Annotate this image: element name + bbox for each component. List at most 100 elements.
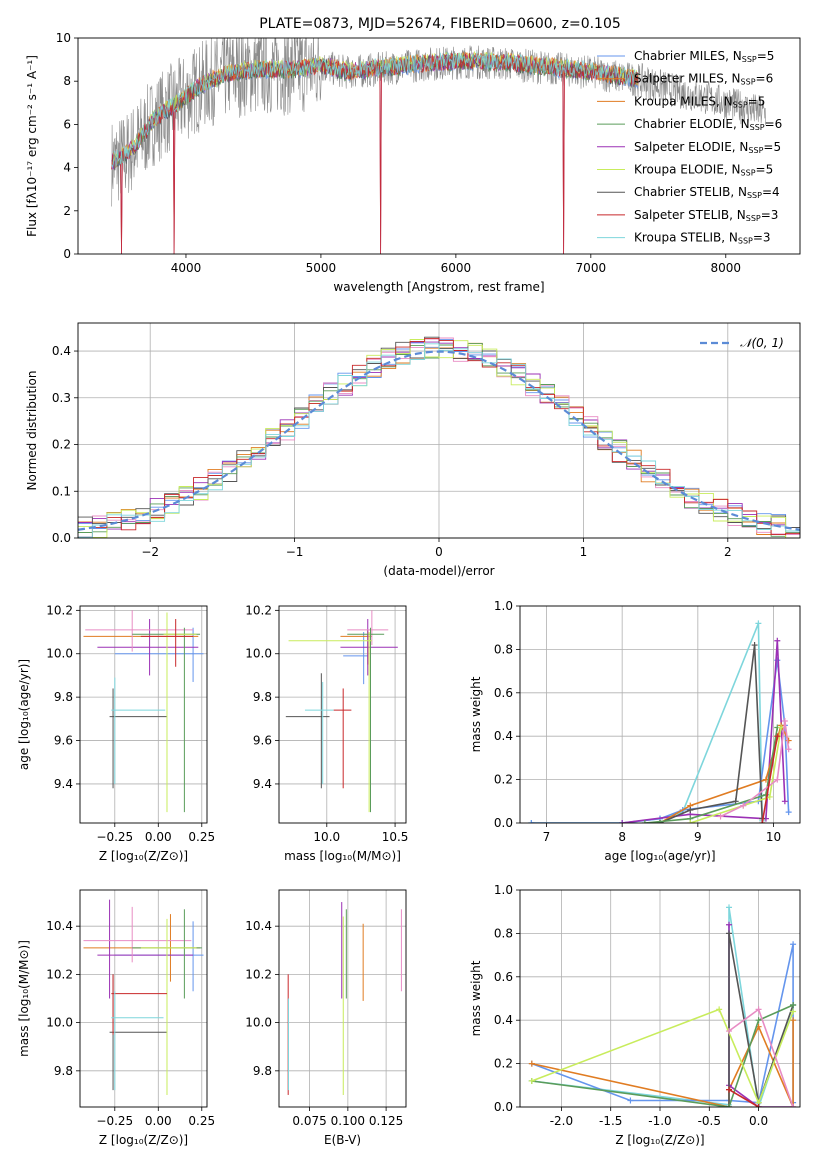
- weight-marker: [726, 1086, 733, 1093]
- y-tick-label: 0.6: [494, 970, 513, 984]
- histogram-series: [78, 338, 800, 538]
- weight-marker: [790, 1017, 797, 1024]
- weight-marker: [755, 620, 762, 627]
- weight-marker: [641, 820, 648, 823]
- weight-marker: [785, 746, 792, 753]
- y-tick-label: 0.4: [494, 729, 513, 743]
- weight-line: [531, 1020, 794, 1107]
- y-tick-label: 0.2: [52, 438, 71, 452]
- weight-marker: [627, 1097, 634, 1104]
- frame-age_vs_Z: −0.25 0.00 0.25 9.4 9.6 9.8 10.0 10.2 Z [log₁₀(Z…: [17, 603, 215, 863]
- y-tick-label: 0.8: [494, 926, 513, 940]
- weight-line: [531, 1008, 794, 1105]
- y-tick-label: 0.2: [494, 773, 513, 787]
- weight-marker: [778, 724, 785, 731]
- weight-marker: [751, 642, 758, 649]
- frame-age_vs_mass: 10.0 10.5 9.4 9.6 9.8 10.0 10.2 mass [log₁₀(M/M…: [245, 603, 408, 863]
- axes-residuals: −2 −1 0 1 2 0.0 0.1 0.2 0.3 0.4 (data-model)/error…: [25, 322, 801, 578]
- y-tick-label: 9.6: [54, 734, 73, 748]
- y-tick-label: 10.2: [245, 603, 272, 617]
- x-tick-label: 7: [543, 830, 551, 844]
- legend-label: Chabrier STELIB, NSSP=4: [634, 185, 780, 200]
- plot-area-age_vs_mass: [285, 610, 398, 813]
- weight-marker: [755, 1006, 762, 1013]
- frame-spectrum: 4000 5000 6000 7000 8000 0 2 4 6 8 10 wavelength [A…: [25, 31, 801, 294]
- weight-marker: [774, 776, 781, 783]
- y-tick-label: 0: [63, 247, 71, 261]
- x-tick-label: 9: [694, 830, 702, 844]
- weight-marker: [790, 1008, 797, 1015]
- plot-area-age_vs_Z: [83, 610, 204, 813]
- weight-marker: [732, 798, 739, 805]
- legend-label: Kroupa MILES, NSSP=5: [634, 94, 765, 109]
- x-tick-label: 10.0: [313, 830, 340, 844]
- x-axis-label: Z [log₁₀(Z/Z⊙)]: [99, 1133, 188, 1147]
- frame-weight_vs_age: 7 8 9 10 0.0 0.2 0.4 0.6 0.8 1.0 age [log₁₀(age/yr…: [469, 599, 801, 863]
- x-tick-label: 8: [618, 830, 626, 844]
- figure-title: PLATE=0873, MJD=52674, FIBERID=0600, z=0…: [259, 16, 621, 32]
- x-tick-label: −0.25: [96, 830, 133, 844]
- weight-marker: [785, 737, 792, 744]
- y-tick-label: 1.0: [494, 599, 513, 613]
- x-tick-label: 6000: [441, 261, 472, 275]
- y-tick-label: 10.0: [46, 1016, 73, 1030]
- y-tick-label: 9.4: [253, 777, 272, 791]
- y-tick-label: 10.2: [245, 967, 272, 981]
- y-tick-label: 8: [63, 74, 71, 88]
- x-tick-label: 0.075: [292, 1114, 326, 1128]
- axes-mass_vs_ebv: 0.075 0.100 0.125 9.8 10.0 10.2 10.4 E(B-V): [245, 889, 407, 1147]
- weight-marker: [528, 1077, 535, 1084]
- weight-marker: [755, 1017, 762, 1024]
- x-tick-label: -1.5: [599, 1114, 622, 1128]
- y-tick-label: 10.4: [46, 919, 73, 933]
- x-tick-label: 0.0: [749, 1114, 768, 1128]
- y-tick-label: 0.4: [494, 1013, 513, 1027]
- weight-marker: [755, 1104, 762, 1107]
- legend-label: Chabrier MILES, NSSP=5: [634, 49, 774, 64]
- weight-marker: [781, 718, 788, 725]
- weight-marker: [790, 1104, 797, 1107]
- x-tick-label: 0: [435, 545, 443, 559]
- weight-marker: [726, 904, 733, 911]
- weight-marker: [528, 1060, 535, 1067]
- x-tick-label: −0.25: [96, 1114, 133, 1128]
- weight-marker: [762, 791, 769, 798]
- weight-line: [531, 944, 794, 1104]
- spectrum-model-line: [111, 52, 639, 254]
- gaussian-curve: [78, 350, 800, 531]
- histogram-series: [78, 339, 800, 538]
- axes-frame: [519, 889, 801, 1108]
- x-tick-label: 0.125: [369, 1114, 403, 1128]
- axes-frame: [278, 889, 407, 1108]
- x-axis-label: E(B-V): [324, 1133, 361, 1147]
- y-tick-label: 1.0: [494, 883, 513, 897]
- y-tick-label: 10.0: [245, 1016, 272, 1030]
- y-tick-label: 0.3: [52, 391, 71, 405]
- axes-frame: [77, 322, 801, 539]
- y-tick-label: 10.2: [46, 603, 73, 617]
- y-axis-label: age [log₁₀(age/yr)]: [17, 659, 31, 770]
- x-axis-label: Z [log₁₀(Z/Z⊙)]: [99, 849, 188, 863]
- weight-marker: [759, 820, 766, 823]
- plot-area-mass_vs_ebv: [287, 902, 402, 1095]
- x-axis-label: age [log₁₀(age/yr)]: [604, 849, 715, 863]
- weight-marker: [726, 921, 733, 928]
- legend-label: Chabrier ELODIE, NSSP=6: [634, 117, 782, 132]
- frame-residuals: −2 −1 0 1 2 0.0 0.1 0.2 0.3 0.4 (data-model)/error…: [25, 322, 801, 578]
- x-tick-label: 5000: [306, 261, 337, 275]
- y-axis-label: Flux [fλ10⁻¹⁷ erg cm⁻² s⁻¹ A⁻¹]: [25, 55, 39, 237]
- weight-marker: [528, 820, 535, 823]
- x-tick-label: 0.25: [188, 830, 215, 844]
- weight-marker: [785, 809, 792, 816]
- axes-frame: [79, 605, 208, 824]
- weight-marker: [790, 941, 797, 948]
- axes-weight_vs_age: 7 8 9 10 0.0 0.2 0.4 0.6 0.8 1.0 age [log₁₀(age/yr…: [469, 599, 801, 863]
- y-tick-label: 0.0: [52, 531, 71, 545]
- y-axis-label: mass weight: [469, 676, 483, 752]
- spectrum-model-line: [111, 51, 639, 169]
- y-tick-label: 0.6: [494, 686, 513, 700]
- axes-spectrum: 4000 5000 6000 7000 8000 0 2 4 6 8 10 wavelength [A…: [25, 31, 801, 294]
- axes-age_vs_Z: −0.25 0.00 0.25 9.4 9.6 9.8 10.0 10.2 Z [log₁₀(Z…: [17, 603, 215, 863]
- plot-area-residuals: [78, 336, 800, 538]
- axes-weight_vs_Z: -2.0 -1.5 -1.0 -0.5 0.0 0.0 0.2 0.4 0.6 0.8 1.0 Z […: [469, 883, 801, 1147]
